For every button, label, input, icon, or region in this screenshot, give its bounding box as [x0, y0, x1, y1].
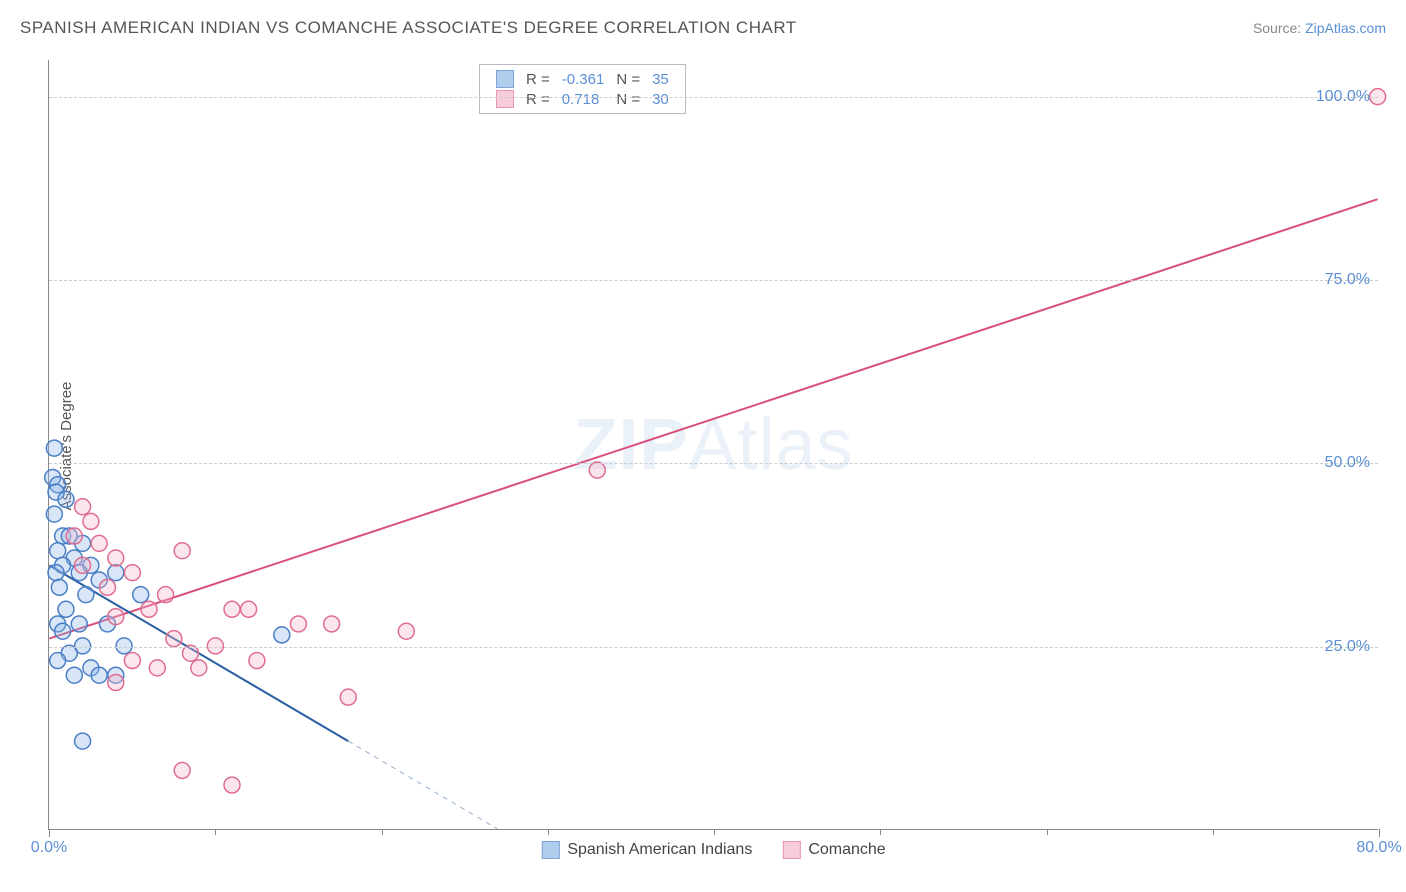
gridline [49, 97, 1378, 98]
legend-stats: R = -0.361 N = 35 R = 0.718 N = 30 [479, 64, 686, 114]
n-label: N = [610, 89, 646, 109]
r-value-1: 0.718 [556, 89, 611, 109]
data-point [50, 543, 66, 559]
swatch-series-0 [496, 70, 514, 88]
x-tick [714, 829, 715, 835]
n-value-0: 35 [646, 69, 675, 89]
data-point [149, 660, 165, 676]
source-label: Source: ZipAtlas.com [1253, 20, 1386, 36]
data-point [174, 543, 190, 559]
data-point [191, 660, 207, 676]
legend-stats-row-1: R = 0.718 N = 30 [490, 89, 675, 109]
y-tick-label: 25.0% [1325, 638, 1370, 656]
data-point [71, 616, 87, 632]
legend-label-0: Spanish American Indians [567, 841, 752, 859]
data-point [141, 601, 157, 617]
plot-area: ZIPAtlas R = -0.361 N = 35 R = 0.718 N =… [48, 60, 1378, 830]
legend-item-0: Spanish American Indians [541, 841, 752, 859]
data-point [166, 631, 182, 647]
data-point [58, 491, 74, 507]
data-point [108, 675, 124, 691]
r-label: R = [520, 89, 556, 109]
data-point [66, 667, 82, 683]
x-tick [1379, 829, 1380, 837]
legend-label-1: Comanche [808, 841, 885, 859]
legend-stats-row-0: R = -0.361 N = 35 [490, 69, 675, 89]
x-tick [382, 829, 383, 835]
data-point [83, 513, 99, 529]
data-point [78, 587, 94, 603]
data-point [133, 587, 149, 603]
data-point [324, 616, 340, 632]
data-point [249, 653, 265, 669]
swatch-bottom-1 [782, 841, 800, 859]
x-tick [1047, 829, 1048, 835]
swatch-series-1 [496, 90, 514, 108]
data-point [91, 667, 107, 683]
chart-svg [49, 60, 1378, 829]
data-point [174, 762, 190, 778]
chart-title: SPANISH AMERICAN INDIAN VS COMANCHE ASSO… [20, 18, 797, 38]
swatch-bottom-0 [541, 841, 559, 859]
data-point [241, 601, 257, 617]
legend-bottom: Spanish American Indians Comanche [541, 841, 885, 859]
data-point [108, 550, 124, 566]
data-point [51, 579, 67, 595]
data-point [158, 587, 174, 603]
y-tick-label: 100.0% [1316, 88, 1370, 106]
x-tick-label: 80.0% [1356, 839, 1401, 857]
y-tick-label: 75.0% [1325, 271, 1370, 289]
n-value-1: 30 [646, 89, 675, 109]
source-prefix: Source: [1253, 20, 1305, 36]
data-point [75, 733, 91, 749]
gridline [49, 647, 1378, 648]
data-point [50, 653, 66, 669]
data-point [58, 601, 74, 617]
data-point [46, 506, 62, 522]
r-label: R = [520, 69, 556, 89]
data-point [224, 601, 240, 617]
x-tick [880, 829, 881, 835]
n-label: N = [610, 69, 646, 89]
data-point [124, 653, 140, 669]
x-tick-label: 0.0% [31, 839, 67, 857]
data-point [66, 528, 82, 544]
data-point [48, 565, 64, 581]
gridline [49, 280, 1378, 281]
legend-item-1: Comanche [782, 841, 885, 859]
data-point [46, 440, 62, 456]
data-point [124, 565, 140, 581]
x-tick [49, 829, 50, 837]
data-point [224, 777, 240, 793]
data-point [91, 535, 107, 551]
data-point [55, 623, 71, 639]
data-point [589, 462, 605, 478]
source-link[interactable]: ZipAtlas.com [1305, 20, 1386, 36]
data-point [75, 557, 91, 573]
gridline [49, 463, 1378, 464]
data-point [290, 616, 306, 632]
data-point [274, 627, 290, 643]
data-point [99, 579, 115, 595]
x-tick [1213, 829, 1214, 835]
trend-line [49, 199, 1377, 638]
x-tick [215, 829, 216, 835]
data-point [75, 499, 91, 515]
data-point [340, 689, 356, 705]
x-tick [548, 829, 549, 835]
trend-line-dash [348, 741, 497, 829]
data-point [398, 623, 414, 639]
y-tick-label: 50.0% [1325, 454, 1370, 472]
data-point [108, 609, 124, 625]
r-value-0: -0.361 [556, 69, 611, 89]
data-point [108, 565, 124, 581]
